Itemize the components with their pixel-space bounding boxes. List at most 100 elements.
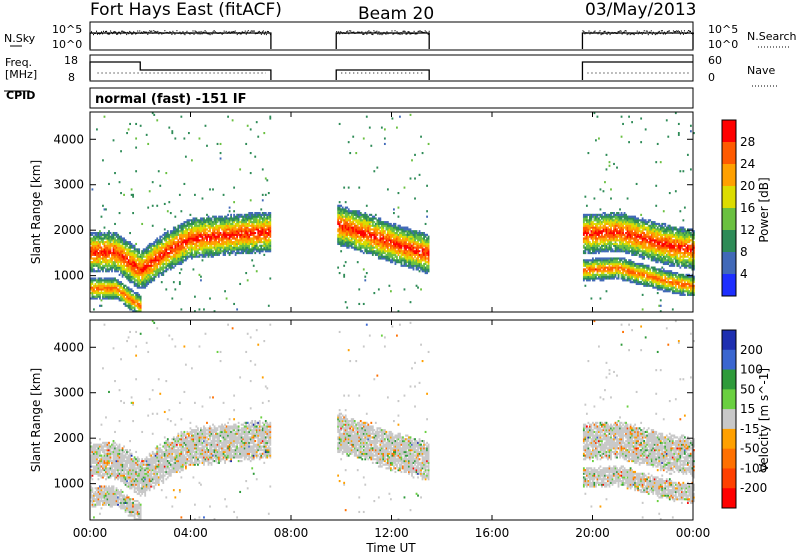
power-cell	[121, 253, 124, 256]
power-cell	[93, 244, 95, 247]
power-cell	[338, 210, 341, 213]
power-cell	[210, 219, 213, 222]
power-cell	[117, 239, 119, 242]
nsky-point	[390, 32, 392, 34]
power-cell	[343, 221, 346, 224]
power-cell	[399, 237, 401, 240]
power-cell	[242, 252, 245, 255]
power-cell	[115, 246, 118, 249]
power-cell	[108, 233, 110, 236]
power-cell	[138, 277, 141, 280]
power-cell	[135, 273, 138, 276]
power-cell	[166, 241, 169, 244]
power-cell	[132, 255, 135, 258]
power-cell	[184, 226, 187, 229]
power-cell	[94, 246, 97, 249]
power-cell	[582, 244, 585, 247]
power-cell	[144, 275, 147, 278]
power-cell	[365, 213, 368, 216]
nsky-point	[139, 30, 141, 32]
power-cell	[206, 219, 208, 222]
power-cell	[109, 250, 112, 253]
power-cell	[225, 246, 228, 249]
power-cell	[169, 239, 172, 242]
power-cell	[267, 248, 270, 251]
power-cell	[180, 255, 183, 258]
nsky-point	[108, 33, 110, 35]
power-cell	[117, 268, 119, 271]
power-cell	[405, 248, 407, 251]
power-cell	[186, 239, 189, 242]
power-cell	[346, 233, 349, 236]
power-cell	[99, 241, 101, 244]
power-cell	[200, 275, 202, 278]
power-cell	[204, 232, 207, 235]
power-cell	[127, 301, 130, 304]
power-cell	[412, 248, 415, 251]
power-cell	[174, 241, 177, 244]
power-cell	[106, 248, 109, 251]
power-cell	[118, 284, 121, 287]
power-cell	[358, 186, 361, 189]
power-cell	[144, 252, 147, 255]
power-cell	[111, 264, 113, 267]
power-cell	[347, 212, 350, 215]
power-cell	[225, 226, 228, 229]
power-cell	[370, 237, 373, 240]
nsky-point	[625, 30, 627, 32]
nsky-trace	[89, 30, 694, 49]
power-cell	[112, 242, 115, 246]
power-cell	[123, 259, 125, 262]
power-cell	[145, 250, 148, 253]
power-cell	[192, 217, 195, 220]
power-cell	[163, 257, 166, 260]
power-cell	[181, 259, 184, 262]
power-cell	[169, 242, 172, 246]
nsky-point	[381, 33, 383, 36]
power-cell	[130, 288, 133, 291]
power-cell	[242, 222, 245, 226]
power-cell	[117, 293, 119, 296]
power-cell	[209, 230, 211, 233]
power-cell	[210, 217, 213, 220]
power-cell	[132, 253, 135, 256]
power-cell	[166, 230, 169, 233]
power-cell	[183, 221, 186, 224]
power-cell	[409, 177, 412, 180]
power-cell	[102, 284, 104, 287]
nsky-point	[662, 33, 664, 35]
power-cell	[383, 252, 386, 255]
power-cell	[237, 215, 240, 218]
power-cell	[166, 259, 169, 262]
power-cell	[160, 248, 163, 251]
power-cell	[165, 242, 168, 246]
power-cell	[117, 284, 119, 287]
power-cell	[383, 232, 386, 235]
power-cell	[142, 252, 145, 255]
power-cell	[160, 252, 163, 255]
power-cell	[106, 259, 109, 262]
nsky-point	[646, 30, 648, 32]
power-cell	[191, 232, 193, 235]
power-cell	[254, 219, 257, 222]
power-cell	[162, 261, 165, 264]
power-cell	[118, 248, 121, 251]
power-cell	[105, 237, 107, 240]
power-cell	[599, 188, 602, 191]
nsky-point	[237, 32, 239, 35]
power-cell	[261, 199, 264, 202]
power-cell	[427, 264, 430, 267]
power-cell	[124, 248, 127, 251]
power-cell	[269, 277, 272, 280]
power-cell	[184, 224, 187, 227]
power-cell	[130, 293, 133, 296]
power-cell	[102, 270, 104, 273]
power-cell	[111, 282, 113, 286]
power-cell	[222, 253, 225, 256]
power-cell	[90, 262, 92, 266]
power-cell	[172, 250, 175, 253]
nsky-point	[597, 33, 599, 35]
power-cell	[602, 279, 605, 282]
power-cell	[213, 219, 216, 222]
power-cell	[263, 248, 266, 251]
